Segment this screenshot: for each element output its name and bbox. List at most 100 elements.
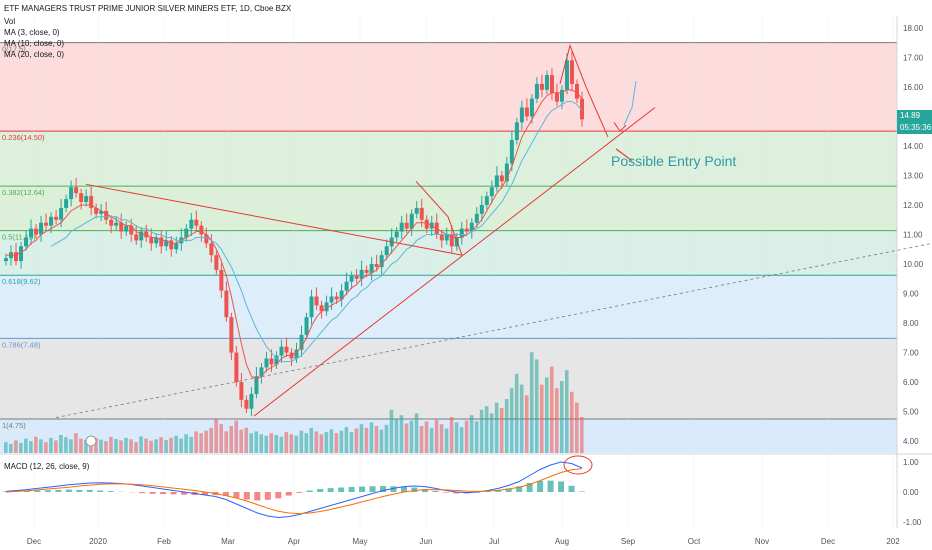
candle-body bbox=[194, 219, 199, 226]
y-tick-1: 17.00 bbox=[903, 53, 924, 62]
candle-body bbox=[309, 296, 314, 318]
volume-bar bbox=[164, 440, 168, 453]
indicator-ma20[interactable]: MA (20, close, 0) bbox=[4, 50, 65, 59]
macd-histogram-bar bbox=[421, 489, 428, 492]
candle-body bbox=[504, 163, 509, 182]
volume-bar bbox=[474, 421, 479, 453]
volume-bar bbox=[29, 441, 33, 453]
x-tick-6: Jun bbox=[420, 537, 433, 546]
x-tick-2: Feb bbox=[157, 537, 171, 546]
indicator-ma3[interactable]: MA (3, close, 0) bbox=[4, 28, 60, 37]
y-tick-6: 12.00 bbox=[903, 201, 924, 210]
candle-body bbox=[39, 222, 44, 235]
projection-bounce-line bbox=[613, 122, 627, 132]
volume-bar bbox=[299, 430, 304, 453]
macd-histogram-bar bbox=[285, 492, 292, 496]
candle-body bbox=[569, 60, 574, 84]
fib-band-2 bbox=[0, 186, 897, 231]
y-tick-13: 5.00 bbox=[903, 408, 919, 417]
y-tick-2: 16.00 bbox=[903, 83, 924, 92]
candle-body bbox=[174, 243, 179, 250]
y-tick-10: 8.00 bbox=[903, 319, 919, 328]
candle-body bbox=[249, 393, 254, 409]
macd-histogram-bar bbox=[380, 486, 387, 492]
macd-histogram-bar bbox=[495, 490, 502, 492]
candle-body bbox=[269, 358, 274, 365]
candle-body bbox=[99, 210, 104, 214]
candle-body bbox=[199, 225, 204, 235]
candle-body bbox=[354, 275, 359, 279]
volume-bar bbox=[59, 435, 63, 453]
x-tick-1: 2020 bbox=[89, 537, 107, 546]
candle-body bbox=[24, 237, 29, 247]
volume-bar bbox=[429, 427, 434, 453]
candle-body bbox=[444, 234, 449, 241]
volume-bar bbox=[580, 417, 584, 453]
annotation-text: Possible Entry Point bbox=[611, 153, 737, 169]
fib-label-0: 0(17.5) bbox=[2, 45, 26, 54]
candle-body bbox=[124, 225, 129, 232]
candle-body bbox=[459, 228, 464, 238]
candle-body bbox=[324, 302, 329, 312]
volume-bar bbox=[559, 381, 564, 453]
candle-body bbox=[189, 219, 194, 229]
candle-body bbox=[299, 334, 304, 350]
candle-body bbox=[534, 83, 539, 99]
macd-histogram-bar bbox=[526, 483, 533, 492]
candle-body bbox=[134, 234, 139, 241]
x-tick-9: Sep bbox=[621, 537, 636, 546]
macd-histogram-bar bbox=[149, 492, 156, 494]
candle-body bbox=[499, 175, 504, 182]
candle-body bbox=[564, 60, 569, 90]
macd-histogram-bar bbox=[181, 492, 188, 495]
candle-body bbox=[469, 222, 474, 232]
indicator-ma10[interactable]: MA (10, close, 0) bbox=[4, 39, 65, 48]
volume-bar bbox=[349, 432, 354, 453]
candle-body bbox=[369, 264, 374, 273]
candle-body bbox=[239, 382, 244, 400]
volume-bar bbox=[394, 418, 399, 453]
x-tick-13: 202 bbox=[886, 537, 900, 546]
macd-y-tick-0: 1.00 bbox=[903, 458, 919, 467]
fib-label-3: 0.5(11.13) bbox=[2, 233, 36, 242]
macd-label[interactable]: MACD (12, 26, close, 9) bbox=[4, 462, 90, 471]
volume-bar bbox=[419, 426, 424, 453]
y-tick-9: 9.00 bbox=[903, 290, 919, 299]
volume-bar bbox=[319, 434, 324, 453]
candle-body bbox=[214, 255, 219, 270]
volume-bar bbox=[209, 427, 213, 453]
candle-body bbox=[219, 269, 224, 291]
volume-bar bbox=[524, 395, 529, 453]
volume-bar bbox=[554, 388, 559, 453]
candle-body bbox=[74, 187, 79, 194]
last-price-tag: 14.89 bbox=[897, 110, 932, 122]
dotted-trend-line bbox=[55, 242, 932, 418]
candle-body bbox=[419, 207, 424, 220]
candle-body bbox=[319, 305, 324, 312]
candle-body bbox=[489, 187, 494, 197]
candle-body bbox=[574, 83, 579, 99]
candle-body bbox=[209, 243, 214, 256]
candle-body bbox=[334, 296, 339, 300]
macd-histogram-bar bbox=[296, 492, 303, 493]
candle-body bbox=[49, 216, 54, 226]
candle-body bbox=[129, 225, 134, 235]
candle-body bbox=[149, 237, 154, 244]
candle-body bbox=[364, 269, 369, 273]
y-tick-7: 11.00 bbox=[903, 231, 923, 240]
volume-bar bbox=[119, 440, 123, 453]
macd-histogram-bar bbox=[516, 486, 523, 492]
volume-bar bbox=[489, 413, 494, 453]
volume-bar bbox=[334, 433, 339, 453]
candle-body bbox=[44, 222, 49, 226]
indicator-vol[interactable]: Vol bbox=[4, 17, 16, 26]
candle-body bbox=[94, 207, 99, 214]
candle-body bbox=[119, 222, 124, 232]
volume-bar bbox=[4, 442, 8, 453]
macd-histogram-bar bbox=[23, 490, 30, 492]
volume-bar bbox=[64, 437, 68, 453]
candle-body bbox=[294, 349, 299, 359]
fib-band-0 bbox=[0, 42, 897, 132]
volume-bar bbox=[44, 442, 48, 453]
